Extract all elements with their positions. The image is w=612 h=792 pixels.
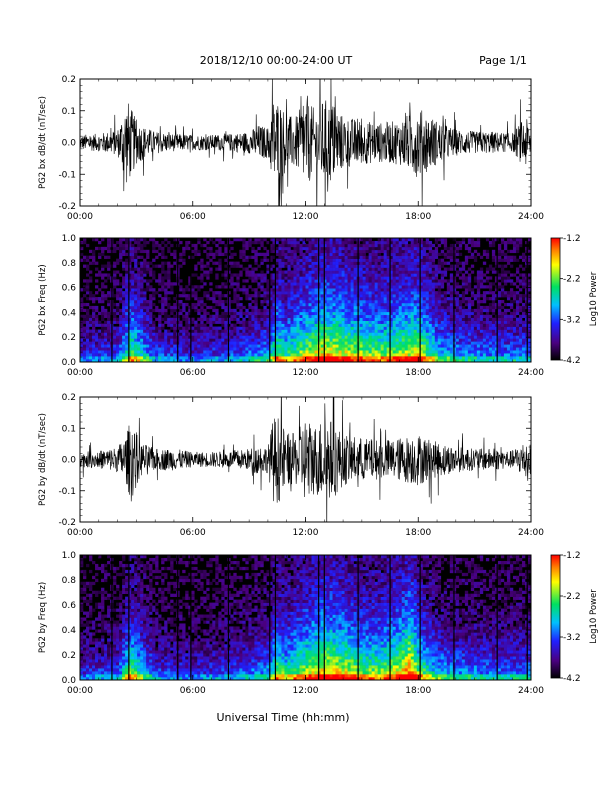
bx-spectrogram-panel: 1.0 0.8 0.6 0.4 0.2 0.000:00 06:00 12:00 18:00 24…: [38, 234, 544, 378]
y-axis-title: PG2 bx dB/dt (nT/sec): [38, 96, 48, 189]
x-tick-label: 06:00: [180, 528, 206, 538]
y-tick-label: 0.0: [62, 676, 77, 686]
y-tick-label: 0.0: [62, 139, 77, 149]
x-tick-label: 18:00: [405, 212, 431, 222]
colorbar-tick-label: -4.2: [563, 356, 581, 366]
x-tick-label: 12:00: [293, 528, 319, 538]
y-tick-label: -0.1: [58, 487, 76, 497]
x-tick-label: 00:00: [67, 212, 93, 222]
colorbar-tick-label: -1.2: [563, 234, 581, 244]
y-tick-label: 0.6: [62, 284, 77, 294]
y-tick-label: 0.4: [62, 308, 77, 318]
y-tick-label: 0.2: [62, 651, 76, 661]
y-tick-label: -0.1: [58, 170, 76, 180]
bx-waveform-panel: 0.2 0.1 0.0 -0.1 -0.200:00 06:00 12:00 18:00 24:…: [38, 75, 544, 222]
colorbar: -1.2 -2.2 -3.2 -4.2 Log10 Power: [550, 234, 599, 366]
y-tick-label: 0.6: [62, 601, 77, 611]
y-axis-title: PG2 by Freq (Hz): [38, 582, 48, 653]
y-tick-label: 0.8: [62, 576, 77, 586]
plot-title: 2018/12/10 00:00-24:00 UT: [200, 54, 353, 67]
colorbar-tick-label: -1.2: [563, 551, 581, 561]
colorbar: -1.2 -2.2 -3.2 -4.2 Log10 Power: [550, 551, 599, 684]
x-tick-label: 00:00: [67, 528, 93, 538]
y-tick-label: 0.0: [62, 358, 77, 368]
colorbar-tick-label: -3.2: [563, 315, 581, 325]
x-axis-title: Universal Time (hh:mm): [217, 711, 350, 724]
colorbar-tick-label: -2.2: [563, 592, 581, 602]
x-tick-label: 24:00: [518, 368, 544, 378]
by-waveform-panel: 0.2 0.1 0.0 -0.1 -0.200:00 06:00 12:00 18:00 24:…: [38, 393, 544, 538]
colorbar-gradient: [550, 237, 561, 361]
x-tick-label: 00:00: [67, 686, 93, 696]
by-waveform-trace: [80, 397, 531, 522]
x-tick-label: 06:00: [180, 212, 206, 222]
y-tick-label: -0.2: [58, 202, 76, 212]
x-tick-label: 00:00: [67, 368, 93, 378]
colorbar-tick-label: -4.2: [563, 674, 581, 684]
page-indicator: Page 1/1: [479, 54, 527, 67]
x-tick-label: 06:00: [180, 686, 206, 696]
colorbar-tick-label: -2.2: [563, 275, 581, 285]
by-spectrogram-panel: 1.0 0.8 0.6 0.4 0.2 0.000:00 06:00 12:00 18:00 24…: [38, 551, 544, 696]
y-tick-label: 0.1: [62, 424, 76, 434]
y-tick-label: 0.2: [62, 333, 76, 343]
y-tick-label: 0.8: [62, 259, 77, 269]
x-tick-label: 06:00: [180, 368, 206, 378]
colorbar-tick-label: -3.2: [563, 633, 581, 643]
x-tick-label: 18:00: [405, 528, 431, 538]
x-tick-label: 24:00: [518, 686, 544, 696]
y-axis-title: PG2 bx Freq (Hz): [38, 264, 48, 335]
y-tick-label: 0.2: [62, 75, 76, 85]
x-tick-label: 12:00: [293, 368, 319, 378]
x-tick-label: 18:00: [405, 686, 431, 696]
y-tick-label: -0.2: [58, 518, 76, 528]
x-tick-label: 18:00: [405, 368, 431, 378]
colorbar-title: Log10 Power: [589, 589, 599, 644]
x-tick-label: 24:00: [518, 212, 544, 222]
y-tick-label: 0.1: [62, 107, 76, 117]
x-tick-label: 24:00: [518, 528, 544, 538]
bx-waveform-trace: [80, 79, 531, 206]
x-tick-label: 12:00: [293, 212, 319, 222]
colorbar-gradient: [550, 554, 561, 679]
y-tick-label: 0.4: [62, 626, 77, 636]
by-spectrogram-cells: [80, 555, 532, 681]
y-tick-label: 0.2: [62, 393, 76, 403]
x-tick-label: 12:00: [293, 686, 319, 696]
y-tick-label: 0.0: [62, 456, 77, 466]
y-tick-label: 1.0: [62, 551, 77, 561]
y-tick-label: 1.0: [62, 234, 77, 244]
colorbar-title: Log10 Power: [589, 271, 599, 326]
y-axis-title: PG2 by dB/dt (nT/sec): [38, 413, 48, 506]
bx-spectrogram-cells: [80, 238, 532, 363]
